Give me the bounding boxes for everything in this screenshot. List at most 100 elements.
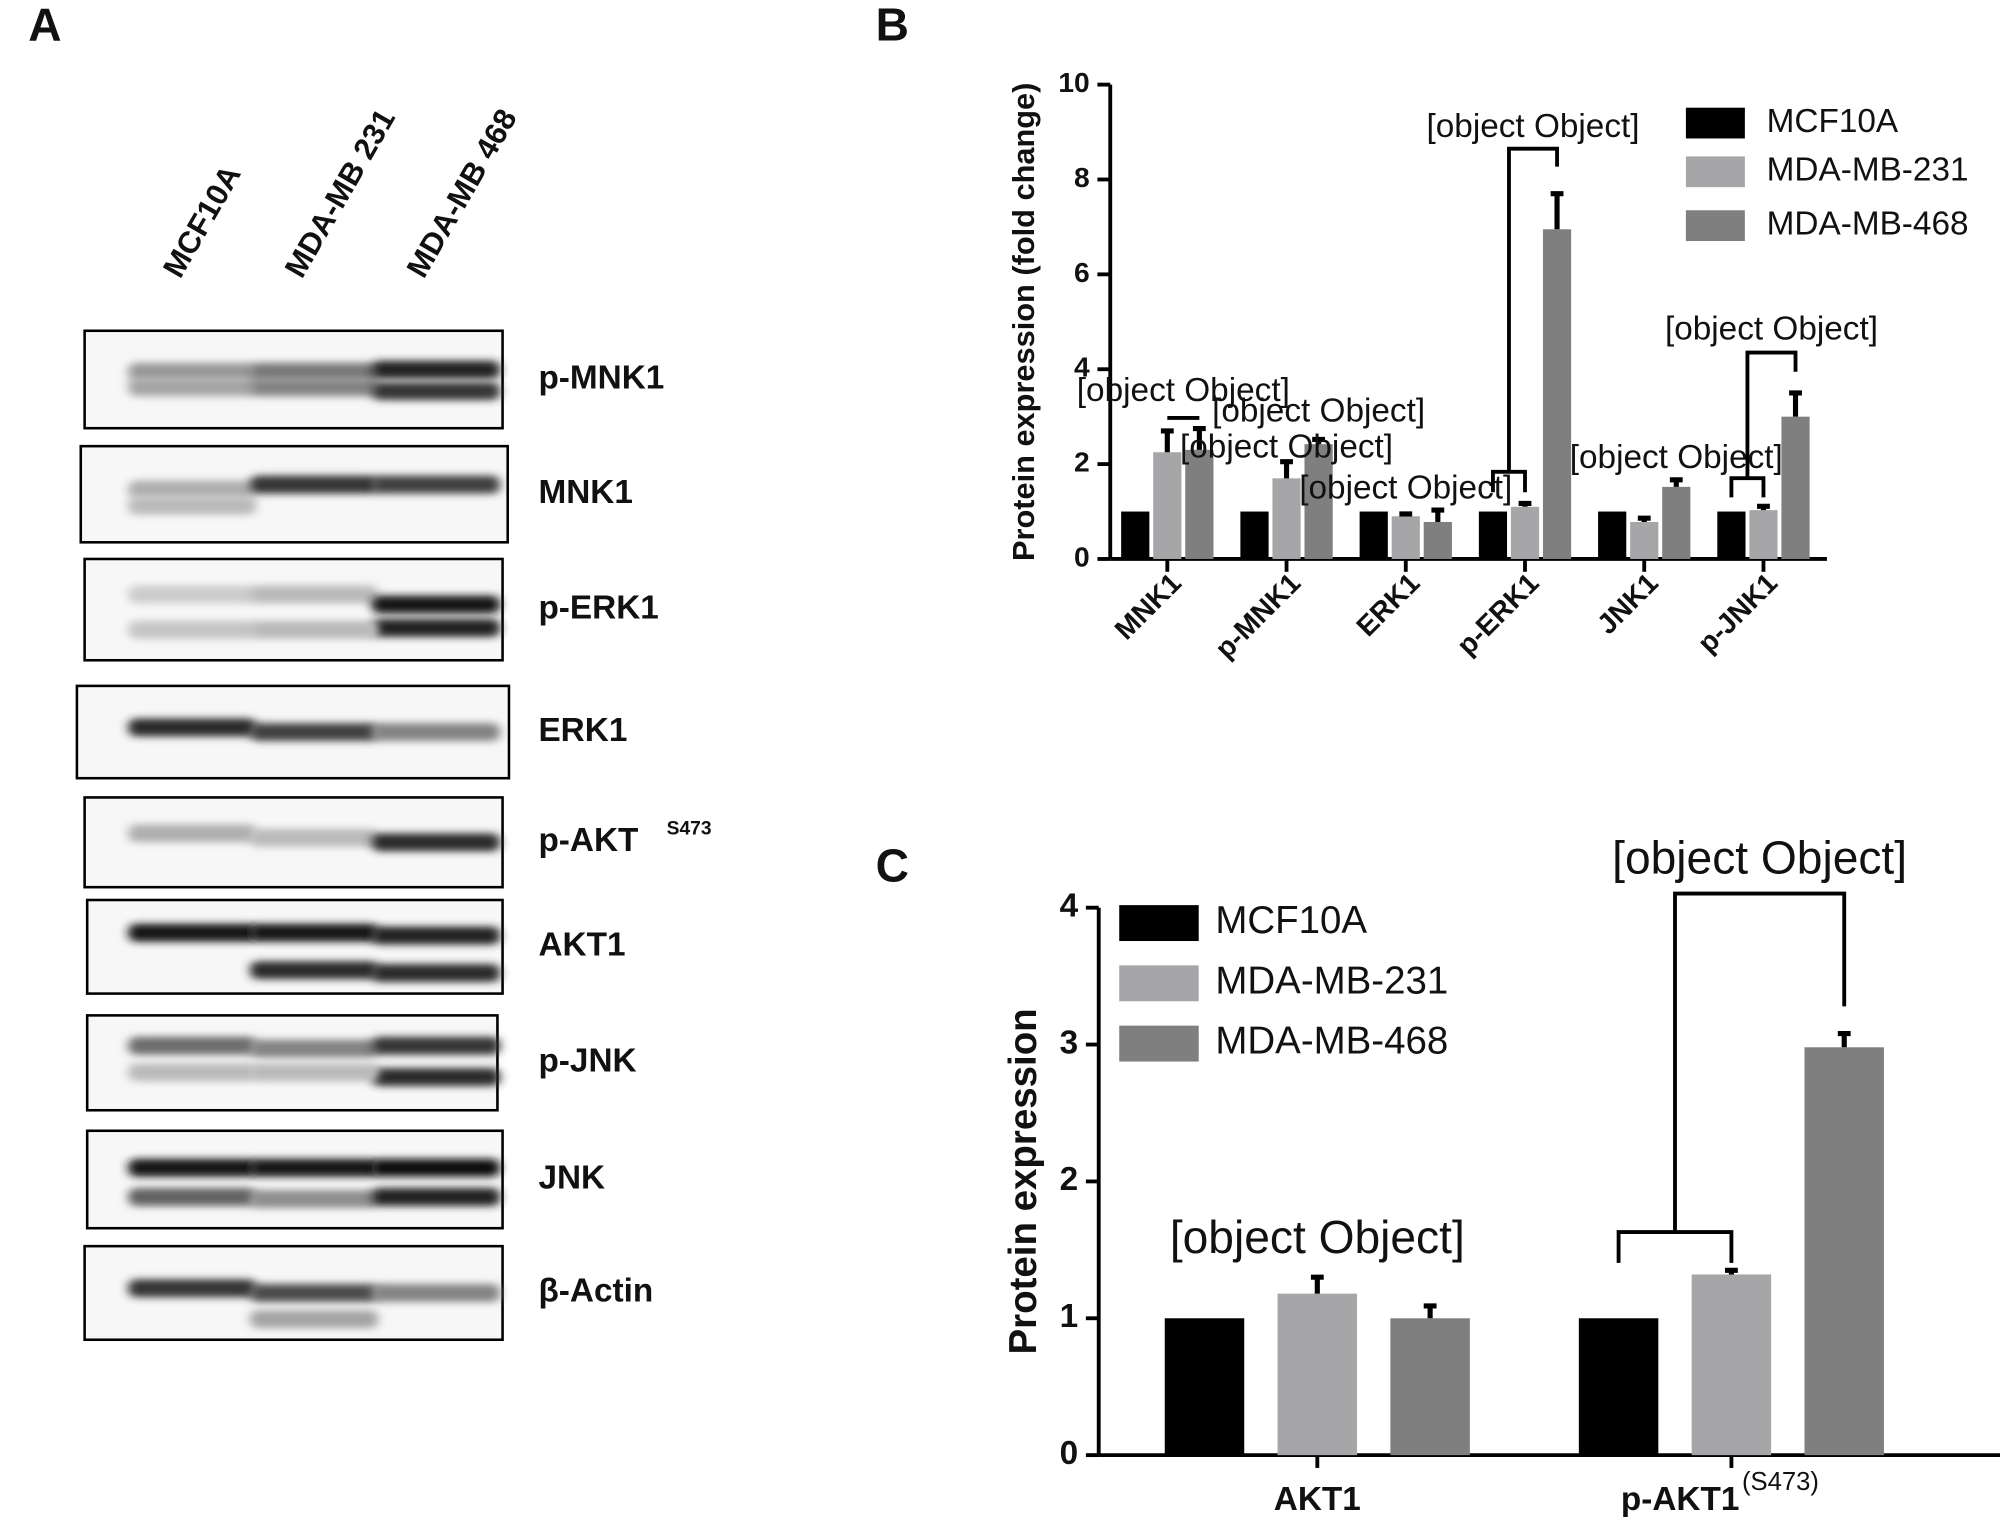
legend-label: MDA-MB-468 xyxy=(1215,1020,1448,1063)
lane-label: MDA-MB 468 xyxy=(399,103,523,283)
bar xyxy=(1478,511,1508,559)
y-tick-label: 2 xyxy=(1060,1161,1079,1198)
blot-band xyxy=(250,1158,379,1177)
blot-band xyxy=(128,824,257,843)
blot-row xyxy=(75,684,511,780)
bar xyxy=(1804,1047,1884,1456)
significance-bracket xyxy=(1491,146,1559,493)
blot-band xyxy=(128,1036,257,1055)
protein-label: p-MNK1 xyxy=(538,359,664,396)
blot-band xyxy=(371,926,500,945)
bar xyxy=(1391,516,1420,559)
blot-band xyxy=(371,382,500,401)
blot-band xyxy=(250,378,379,397)
error-bar xyxy=(1725,1267,1738,1275)
lane-label: MCF10A xyxy=(156,159,248,283)
error-bar xyxy=(1280,459,1293,479)
legend-swatch xyxy=(1685,156,1745,188)
legend-swatch xyxy=(1119,905,1199,942)
bar xyxy=(1359,511,1388,559)
y-tick-label: 0 xyxy=(1074,540,1090,572)
protein-label: p-JNK xyxy=(538,1043,636,1080)
blot-band xyxy=(371,595,500,614)
bar xyxy=(1304,444,1333,559)
y-tick-label: 1 xyxy=(1060,1298,1079,1335)
blot-band xyxy=(128,362,257,381)
blot-band xyxy=(128,718,257,737)
lane-label: MDA-MB 231 xyxy=(278,103,402,283)
y-tick-label: 8 xyxy=(1074,161,1090,193)
blot-band xyxy=(250,961,379,980)
blot-band xyxy=(250,1190,379,1208)
blot-row xyxy=(85,1014,500,1112)
error-bar xyxy=(1160,428,1174,453)
significance-label: [object Object] xyxy=(1180,429,1393,466)
blot-band xyxy=(128,1279,257,1298)
x-tick-label: p-JNK1 xyxy=(1691,566,1783,658)
blot-band xyxy=(250,1310,379,1329)
x-tick-label: p-AKT1 xyxy=(1621,1481,1740,1518)
panel-label: B xyxy=(876,0,909,50)
blot-row xyxy=(83,796,504,889)
x-tick-label: AKT1 xyxy=(1274,1481,1361,1518)
blot-band xyxy=(128,1158,257,1177)
y-tick-label: 3 xyxy=(1060,1024,1079,1061)
blot-row xyxy=(85,898,504,995)
significance-label: [object Object] xyxy=(1665,311,1878,348)
blot-row xyxy=(83,557,504,662)
bar xyxy=(1510,506,1540,559)
legend-label: MDA-MB-231 xyxy=(1215,959,1448,1002)
error-bar xyxy=(1837,1031,1851,1048)
x-tick-label: MNK1 xyxy=(1108,566,1187,645)
significance-bracket xyxy=(1729,350,1798,498)
blot-row xyxy=(79,444,509,544)
error-bar xyxy=(1669,477,1683,487)
x-tick-label: ERK1 xyxy=(1350,566,1426,642)
blot-band xyxy=(250,362,379,381)
bar xyxy=(1662,486,1691,559)
y-axis-title: Protein expression xyxy=(1002,1008,1045,1354)
significance-label: [object Object] xyxy=(1077,372,1290,409)
blot-band xyxy=(250,723,379,742)
blot-frame xyxy=(85,1014,499,1112)
error-bar xyxy=(1423,1303,1437,1319)
blot-band xyxy=(371,1036,500,1055)
blot-band xyxy=(371,1158,500,1177)
legend-swatch xyxy=(1119,1025,1199,1062)
significance-label: [object Object] xyxy=(1570,439,1783,476)
blot-row xyxy=(85,1129,504,1230)
legend-swatch xyxy=(1685,107,1745,139)
y-tick-label: 10 xyxy=(1058,66,1089,98)
blot-band xyxy=(250,585,379,604)
bar xyxy=(1164,1318,1245,1456)
significance-label: [object Object] xyxy=(1170,1211,1465,1263)
blot-band xyxy=(250,828,379,847)
blot-band xyxy=(371,1068,500,1087)
x-tick-label: p-MNK1 xyxy=(1208,566,1306,664)
blot-band xyxy=(371,833,500,852)
protein-superscript: S473 xyxy=(667,819,712,840)
legend-label: MCF10A xyxy=(1215,899,1367,942)
significance-label: [object Object] xyxy=(1299,470,1512,507)
error-bar xyxy=(1789,390,1802,417)
bar xyxy=(1598,511,1627,559)
bar xyxy=(1542,229,1572,559)
error-bar xyxy=(1431,507,1445,522)
error-bar xyxy=(1312,436,1325,445)
blot-band xyxy=(128,378,257,397)
blot-frame xyxy=(85,1129,504,1230)
significance-bracket xyxy=(1616,891,1847,1263)
bar xyxy=(1390,1318,1470,1456)
protein-label: AKT1 xyxy=(538,927,625,964)
y-tick-label: 4 xyxy=(1074,351,1090,383)
bar xyxy=(1578,1318,1659,1456)
blot-band xyxy=(128,1063,257,1082)
y-axis-title: Protein expression (fold change) xyxy=(1006,83,1041,561)
y-tick-label: 2 xyxy=(1074,446,1090,478)
blot-band xyxy=(250,475,379,494)
bar xyxy=(1272,478,1301,559)
blot-band xyxy=(128,923,257,942)
bar xyxy=(1121,511,1150,559)
legend-swatch xyxy=(1685,210,1745,242)
blot-band xyxy=(371,618,500,637)
